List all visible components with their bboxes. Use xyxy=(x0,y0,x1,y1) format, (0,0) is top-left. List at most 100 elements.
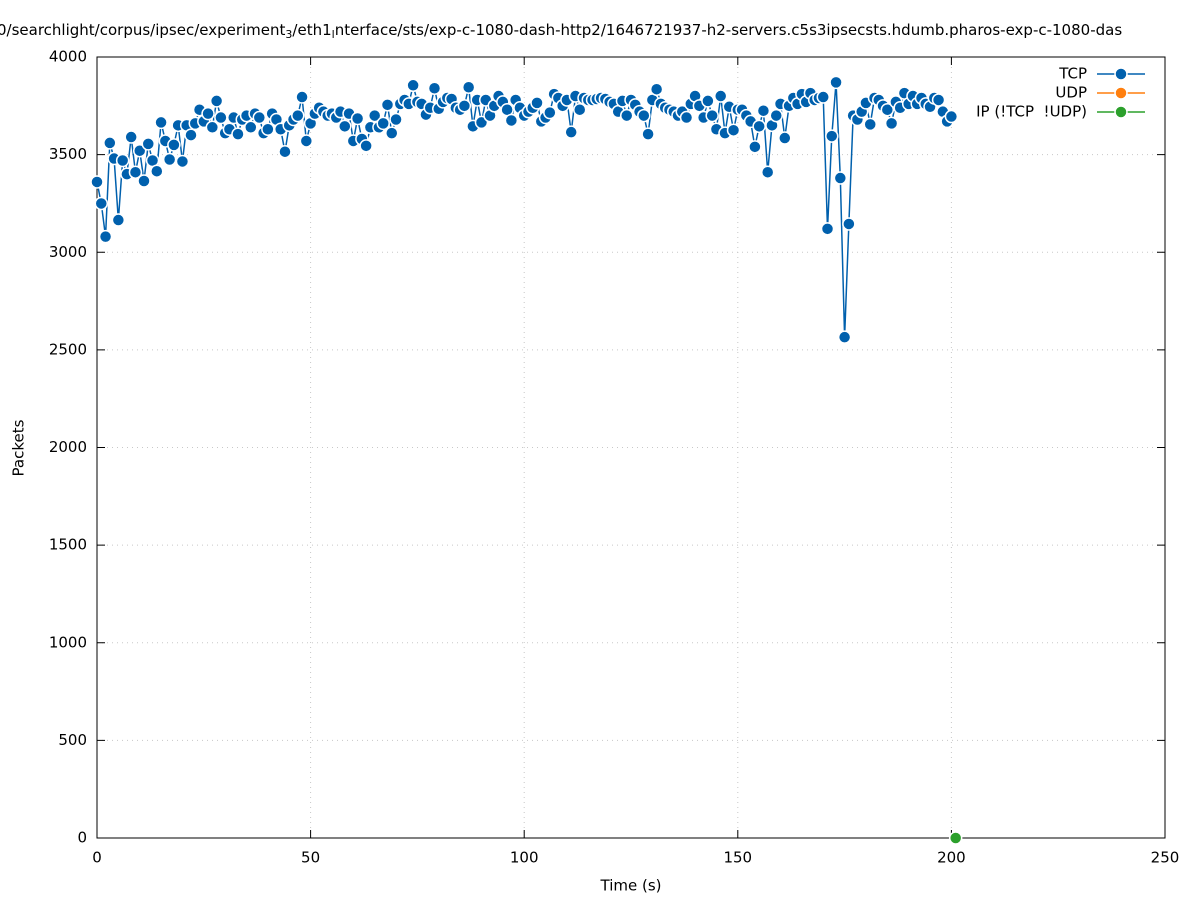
data-point xyxy=(778,131,792,145)
data-point xyxy=(816,90,830,104)
data-point xyxy=(359,139,373,153)
data-point xyxy=(94,196,109,211)
data-point xyxy=(389,112,403,127)
title-part: l xyxy=(332,28,335,41)
data-point xyxy=(931,93,946,107)
data-point xyxy=(948,831,963,845)
data-point xyxy=(880,102,895,117)
data-point xyxy=(252,110,267,125)
chart-title: 0/searchlight/corpus/ipsec/experiment3/e… xyxy=(0,21,1122,42)
data-point xyxy=(769,108,783,123)
data-point xyxy=(90,175,104,189)
data-point xyxy=(760,165,775,179)
data-point xyxy=(705,108,719,123)
data-point xyxy=(641,127,655,141)
title-part: 0/searchlight/corpus/ipsec/experiment xyxy=(0,21,286,39)
data-point xyxy=(457,99,472,113)
data-point xyxy=(205,120,220,135)
data-point xyxy=(863,117,877,132)
data-point xyxy=(833,171,848,185)
title-part: nterface/sts/exp-c-1080-dash-http2/16467… xyxy=(335,21,1123,39)
data-point xyxy=(461,80,476,95)
data-point xyxy=(637,108,651,123)
data-point xyxy=(380,98,395,112)
data-point xyxy=(167,138,181,152)
data-point xyxy=(244,120,258,135)
x-tick-label: 100 xyxy=(510,849,539,867)
title-part: 3 xyxy=(285,28,292,41)
legend-marker xyxy=(1114,86,1128,100)
data-point xyxy=(231,127,245,141)
data-point xyxy=(543,105,557,120)
data-point xyxy=(427,81,442,95)
data-point xyxy=(756,103,771,118)
data-point xyxy=(837,330,852,344)
data-point xyxy=(884,116,899,131)
y-tick-label: 1500 xyxy=(49,536,87,554)
data-point xyxy=(376,116,390,131)
y-tick-label: 2500 xyxy=(49,340,87,358)
data-point xyxy=(128,165,143,179)
y-tick-label: 4000 xyxy=(49,48,87,66)
data-point xyxy=(154,115,168,130)
y-tick-label: 0 xyxy=(77,829,87,847)
x-tick-label: 200 xyxy=(937,849,966,867)
plot-border xyxy=(96,56,1166,839)
data-point xyxy=(184,128,198,142)
data-point xyxy=(338,119,352,134)
x-tick-label: 250 xyxy=(1151,849,1180,867)
data-point xyxy=(103,136,117,150)
data-point xyxy=(137,174,151,188)
data-point xyxy=(291,108,305,123)
legend-marker xyxy=(1114,67,1128,81)
y-tick-label: 2000 xyxy=(49,438,87,456)
data-point xyxy=(162,152,177,167)
data-point xyxy=(175,154,190,169)
y-tick-label: 1000 xyxy=(49,633,87,651)
x-tick-label: 150 xyxy=(723,849,752,867)
data-point xyxy=(367,108,382,123)
data-point xyxy=(406,78,420,93)
data-point xyxy=(201,106,215,121)
data-point xyxy=(98,229,113,244)
data-point xyxy=(299,134,314,148)
y-tick-label: 3000 xyxy=(49,243,87,261)
data-point xyxy=(713,89,728,103)
x-axis-label: Time (s) xyxy=(600,877,662,895)
y-tick-label: 3500 xyxy=(49,145,87,163)
data-point xyxy=(278,144,292,159)
data-point xyxy=(385,126,399,140)
data-point xyxy=(150,164,164,178)
data-point xyxy=(261,122,275,136)
data-point xyxy=(842,217,856,231)
data-point xyxy=(350,111,365,126)
data-point xyxy=(564,125,578,139)
data-point xyxy=(825,129,839,143)
data-point xyxy=(679,110,694,125)
legend-label: TCP xyxy=(1058,65,1087,83)
data-point xyxy=(111,213,126,227)
data-point xyxy=(115,153,130,168)
legend-label: IP (!TCP !UDP) xyxy=(976,103,1087,121)
data-point xyxy=(701,94,715,108)
data-point xyxy=(504,113,519,128)
data-point xyxy=(619,108,634,123)
data-point xyxy=(748,140,762,154)
data-point xyxy=(726,123,741,137)
title-part: /eth1 xyxy=(292,21,331,39)
data-point xyxy=(141,137,156,151)
x-tick-label: 50 xyxy=(301,849,320,867)
y-tick-label: 500 xyxy=(58,731,87,749)
data-point xyxy=(820,222,835,236)
data-point xyxy=(209,94,224,108)
legend-marker xyxy=(1114,105,1128,119)
x-tick-label: 0 xyxy=(92,849,102,867)
data-point xyxy=(649,82,664,96)
y-axis-label: Packets xyxy=(10,419,28,476)
data-point xyxy=(829,75,843,90)
data-point xyxy=(214,110,228,125)
legend-label: UDP xyxy=(1055,84,1087,102)
data-point xyxy=(124,130,138,144)
data-point xyxy=(752,119,766,134)
